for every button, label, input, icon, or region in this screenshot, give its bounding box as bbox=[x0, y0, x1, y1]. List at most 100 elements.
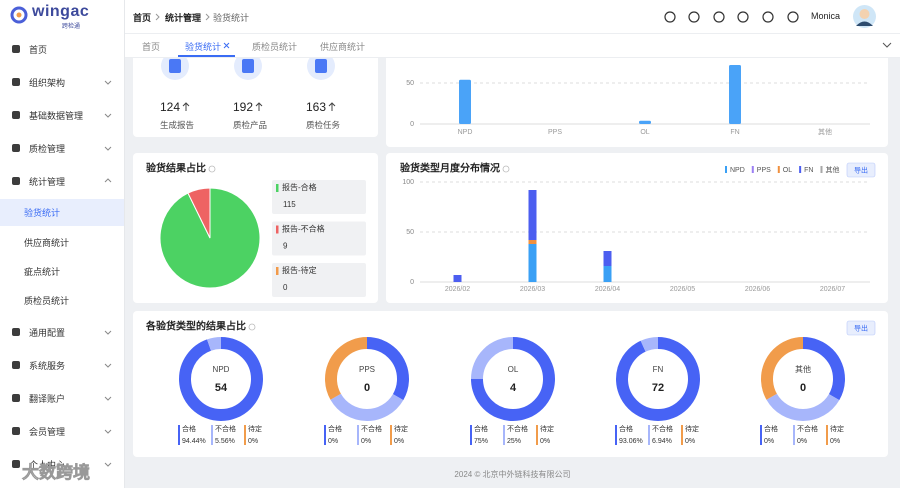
legend-swatch bbox=[777, 166, 780, 173]
menu-chevron bbox=[104, 330, 112, 335]
export-label[interactable]: 导出 bbox=[854, 323, 868, 332]
chart: 0 50 NPD PPS OL FN 其他 bbox=[406, 64, 870, 136]
card: 验货类型月度分布情况 导出 NPD PPS OL FN 其他 0 50 100 2026/02 202… bbox=[386, 153, 888, 303]
export-button[interactable] bbox=[846, 320, 876, 336]
x-tick-label: 2026/07 bbox=[820, 286, 845, 293]
legend-label: OL bbox=[783, 167, 792, 174]
stat-arrow bbox=[255, 102, 263, 111]
donut-arc bbox=[179, 337, 263, 421]
x-tick-label: 2026/06 bbox=[745, 286, 770, 293]
help-icon bbox=[208, 165, 216, 173]
bar bbox=[639, 120, 651, 124]
help-icon bbox=[248, 323, 256, 331]
stat-value: 124 bbox=[160, 100, 181, 114]
legend-swatch bbox=[725, 166, 727, 173]
chart-title: 各验货类型的结果占比 bbox=[145, 320, 246, 333]
legend-swatch bbox=[211, 425, 213, 445]
legend-label: PPS bbox=[757, 167, 771, 174]
legend-swatch bbox=[751, 166, 754, 173]
donut-name: 其他 bbox=[795, 364, 811, 374]
header-icon bbox=[713, 11, 725, 23]
header-icon bbox=[737, 11, 749, 23]
legend-swatch bbox=[470, 425, 472, 445]
icon-shape bbox=[242, 59, 254, 73]
bar-segment bbox=[603, 266, 612, 282]
menu-chevron bbox=[104, 146, 112, 151]
logo-icon bbox=[10, 6, 28, 24]
stat-value: 163 bbox=[306, 100, 327, 114]
legend-value: 0% bbox=[394, 438, 404, 445]
icon-shape bbox=[713, 11, 725, 23]
chart-title: 验货结果占比 bbox=[146, 162, 206, 175]
chevron bbox=[104, 330, 112, 335]
top-bar: 首页 统计管理 验货统计 Monica bbox=[125, 0, 900, 34]
arrow bbox=[182, 102, 190, 111]
avatar bbox=[853, 5, 876, 28]
legend-value: 93.06% bbox=[619, 438, 643, 445]
legend-swatch bbox=[681, 425, 683, 445]
x-tick-label: OL bbox=[640, 129, 649, 136]
donut-total: 0 bbox=[364, 382, 370, 394]
icon-shape bbox=[664, 11, 676, 23]
legend-label: 待定 bbox=[540, 424, 554, 433]
menu-item: 个人中心 bbox=[29, 460, 66, 470]
bar-segment bbox=[528, 240, 537, 244]
stat-arrow bbox=[328, 102, 336, 111]
legend-swatch bbox=[357, 425, 359, 445]
donut-name: FN bbox=[653, 365, 664, 374]
legend-value: 115 bbox=[283, 200, 296, 209]
legend-value: 25% bbox=[507, 438, 521, 445]
stat-icon bbox=[307, 57, 335, 80]
menu-icon bbox=[12, 427, 20, 435]
chevron bbox=[205, 13, 210, 21]
avatar-body bbox=[856, 21, 873, 26]
export-button[interactable] bbox=[846, 162, 876, 178]
logo-subtitle: 跨检通 bbox=[62, 24, 81, 30]
donut-arc bbox=[761, 337, 845, 421]
card: 验货结果占比 报告-合格 115 报告-不合格 9 报告-待定 0 bbox=[133, 153, 378, 303]
menu-chevron bbox=[104, 396, 112, 401]
legend-swatch bbox=[799, 166, 802, 173]
legend-value: 9 bbox=[283, 242, 288, 251]
chart-title: 验货类型月度分布情况 bbox=[400, 162, 500, 175]
breadcrumb-separator bbox=[155, 13, 160, 21]
bar bbox=[729, 64, 741, 124]
icon-shape bbox=[787, 11, 799, 23]
legend-label: FN bbox=[804, 167, 813, 174]
legend-swatch bbox=[178, 425, 180, 445]
header-icon bbox=[664, 11, 676, 23]
user-name: Monica bbox=[811, 11, 841, 21]
tab: 首页 bbox=[142, 42, 161, 52]
watermark: 大数跨境 bbox=[22, 463, 91, 483]
tab: 供应商统计 bbox=[320, 42, 366, 52]
legend-swatch bbox=[503, 425, 505, 445]
legend-box bbox=[272, 221, 366, 256]
menu-item: 会员管理 bbox=[29, 427, 66, 437]
legend-label: 合格 bbox=[474, 424, 488, 433]
breadcrumb: 验货统计 bbox=[213, 13, 250, 23]
legend-swatch bbox=[390, 425, 392, 445]
tab-close bbox=[223, 42, 230, 49]
menu-item: 统计管理 bbox=[29, 177, 66, 187]
chevron bbox=[104, 80, 112, 85]
sidebar: wingac 跨检通 首页 组织架构 基础数据管理 质检管理 统计管理 通用配置 系统服务 翻译账… bbox=[0, 0, 125, 488]
tab: 质检员统计 bbox=[252, 42, 298, 52]
donut-name: PPS bbox=[359, 365, 375, 374]
menu-chevron bbox=[104, 363, 112, 368]
legend-value: 0% bbox=[830, 438, 840, 445]
breadcrumb: 首页 bbox=[133, 13, 152, 23]
legend-swatch bbox=[615, 425, 617, 445]
legend-label: 合格 bbox=[328, 424, 342, 433]
active-menu-bg bbox=[0, 199, 124, 226]
legend-value: 5.56% bbox=[215, 438, 235, 445]
menu-item: 首页 bbox=[29, 45, 48, 55]
menu-item: 系统服务 bbox=[29, 361, 66, 371]
legend-value: 94.44% bbox=[182, 438, 206, 445]
stat-label: 质检产品 bbox=[233, 120, 268, 130]
menu-chevron bbox=[104, 80, 112, 85]
menu-icon bbox=[12, 78, 20, 86]
menu-chevron bbox=[104, 113, 112, 118]
export-label[interactable]: 导出 bbox=[854, 165, 868, 174]
submenu-item: 验货统计 bbox=[24, 208, 61, 218]
